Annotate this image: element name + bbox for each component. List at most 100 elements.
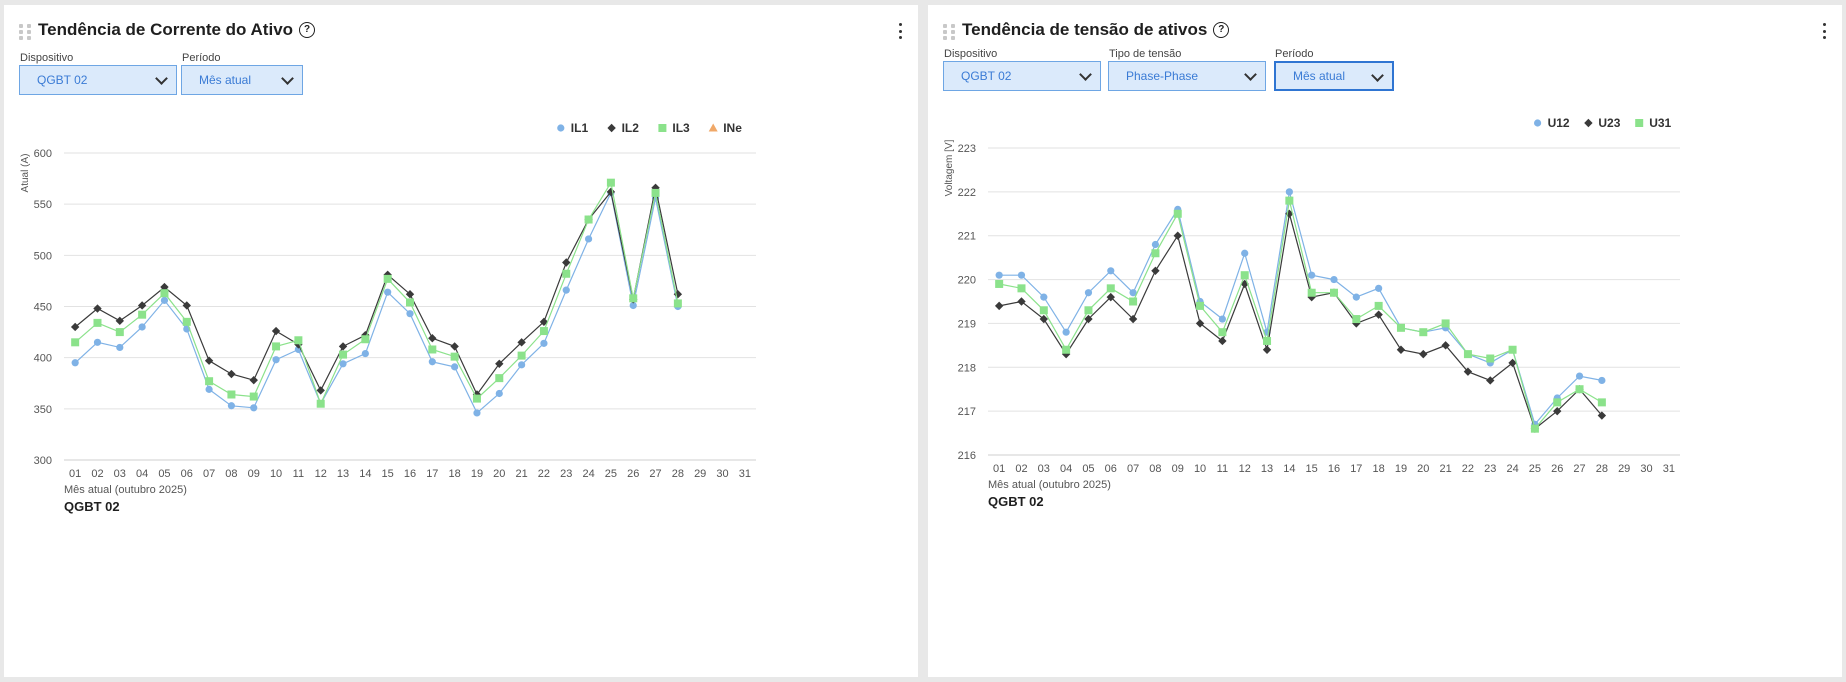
data-point-il1[interactable] (584, 235, 593, 243)
data-point-il2[interactable] (338, 342, 348, 351)
data-point-u31[interactable] (1463, 350, 1472, 359)
voltage-type-select[interactable]: Phase-Phase (1108, 61, 1266, 91)
data-point-u23[interactable] (1508, 358, 1517, 368)
data-point-il3[interactable] (93, 318, 102, 327)
data-point-u31[interactable] (1062, 345, 1071, 354)
data-point-u23[interactable] (1553, 406, 1562, 416)
data-point-il3[interactable] (294, 336, 303, 345)
data-point-il3[interactable] (406, 298, 414, 307)
data-point-u31[interactable] (1307, 288, 1316, 297)
data-point-u31[interactable] (1330, 288, 1338, 297)
data-point-u31[interactable] (1352, 315, 1361, 324)
data-point-il2[interactable] (249, 375, 258, 385)
data-point-il1[interactable] (116, 343, 124, 352)
data-point-u23[interactable] (1441, 341, 1450, 350)
data-point-u12[interactable] (1017, 271, 1026, 279)
data-point-il1[interactable] (473, 409, 481, 417)
data-point-il2[interactable] (606, 187, 616, 197)
data-point-u12[interactable] (1575, 372, 1584, 380)
data-point-il3[interactable] (495, 374, 504, 383)
data-point-u31[interactable] (1374, 301, 1383, 310)
data-point-il3[interactable] (205, 377, 214, 386)
period-select[interactable]: Mês atual (181, 65, 303, 95)
data-point-il2[interactable] (651, 183, 660, 192)
data-point-u23[interactable] (1285, 209, 1294, 218)
data-point-u31[interactable] (1553, 398, 1562, 407)
data-point-u31[interactable] (995, 279, 1004, 288)
data-point-il3[interactable] (361, 335, 370, 344)
data-point-u12[interactable] (1285, 188, 1293, 196)
data-point-u31[interactable] (1218, 328, 1227, 337)
data-point-il3[interactable] (562, 269, 571, 278)
data-point-u12[interactable] (1598, 376, 1606, 385)
data-point-u23[interactable] (1218, 336, 1227, 346)
data-point-u23[interactable] (994, 301, 1004, 311)
data-point-il1[interactable] (272, 356, 280, 364)
data-point-il3[interactable] (584, 215, 593, 224)
data-point-il1[interactable] (540, 339, 548, 347)
data-point-il2[interactable] (428, 334, 437, 343)
data-point-u31[interactable] (1151, 249, 1160, 258)
data-point-il1[interactable] (160, 296, 169, 304)
data-point-il3[interactable] (71, 338, 80, 347)
data-point-il3[interactable] (249, 392, 258, 401)
data-point-il3[interactable] (272, 342, 281, 351)
legend-marker-il2[interactable] (607, 123, 616, 133)
data-point-il1[interactable] (227, 402, 236, 410)
period-select[interactable]: Mês atual (1274, 61, 1394, 91)
data-point-il1[interactable] (629, 301, 637, 310)
data-point-u12[interactable] (1129, 289, 1137, 297)
data-point-il1[interactable] (138, 323, 146, 331)
legend-marker-il1[interactable] (557, 124, 565, 132)
help-icon[interactable]: ? (299, 22, 316, 38)
data-point-il3[interactable] (539, 327, 548, 336)
data-point-il3[interactable] (160, 289, 169, 298)
data-point-u31[interactable] (1575, 385, 1584, 394)
data-point-u23[interactable] (1374, 310, 1383, 319)
data-point-il2[interactable] (182, 301, 191, 310)
legend-marker-ine[interactable] (708, 123, 718, 132)
legend-marker-il3[interactable] (658, 124, 667, 132)
data-point-il3[interactable] (182, 317, 191, 326)
data-point-u31[interactable] (1173, 209, 1182, 218)
data-point-il1[interactable] (71, 359, 79, 367)
data-point-u12[interactable] (1352, 293, 1360, 301)
data-point-u23[interactable] (1463, 367, 1473, 376)
data-point-il3[interactable] (472, 394, 481, 403)
more-options-icon[interactable] (1822, 23, 1826, 39)
data-point-il1[interactable] (562, 286, 570, 294)
data-point-il2[interactable] (450, 342, 459, 351)
data-point-il3[interactable] (383, 274, 392, 283)
data-point-il1[interactable] (205, 385, 213, 393)
data-point-il3[interactable] (450, 352, 459, 361)
data-point-il1[interactable] (518, 361, 526, 369)
data-point-il1[interactable] (384, 288, 392, 296)
data-point-u23[interactable] (1419, 349, 1428, 359)
data-point-il2[interactable] (93, 304, 102, 313)
data-point-u12[interactable] (995, 271, 1003, 279)
data-point-il1[interactable] (428, 358, 436, 366)
data-point-u23[interactable] (1173, 231, 1182, 240)
data-point-il2[interactable] (517, 338, 526, 347)
data-point-u31[interactable] (1419, 328, 1428, 337)
data-point-u31[interactable] (1039, 306, 1048, 315)
data-point-il3[interactable] (339, 350, 348, 359)
data-point-u31[interactable] (1106, 284, 1115, 293)
data-point-u31[interactable] (1597, 398, 1606, 407)
legend-marker-u31[interactable] (1635, 119, 1644, 127)
data-point-il3[interactable] (428, 345, 437, 354)
data-point-il2[interactable] (227, 369, 236, 379)
data-point-u31[interactable] (1530, 424, 1539, 433)
data-point-il2[interactable] (137, 301, 147, 310)
data-point-u23[interactable] (1151, 266, 1160, 275)
data-point-u12[interactable] (1040, 293, 1048, 301)
data-point-il1[interactable] (93, 338, 102, 346)
data-point-il3[interactable] (673, 299, 682, 308)
data-point-il1[interactable] (495, 389, 503, 398)
data-point-u31[interactable] (1441, 319, 1450, 328)
drag-handle-icon[interactable] (943, 24, 955, 40)
data-point-il1[interactable] (339, 360, 347, 368)
data-point-u23[interactable] (1486, 376, 1495, 385)
more-options-icon[interactable] (898, 23, 902, 39)
data-point-il3[interactable] (227, 390, 236, 399)
